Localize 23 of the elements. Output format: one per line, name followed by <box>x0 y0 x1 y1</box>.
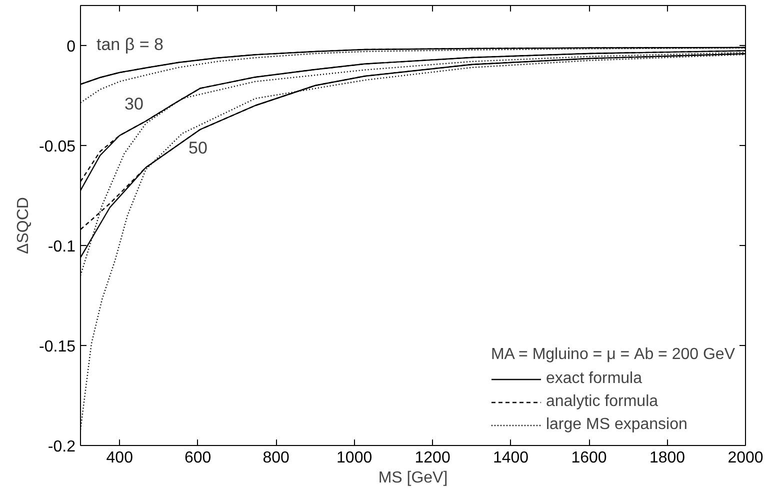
y-tick-label: -0.15 <box>39 338 76 356</box>
y-tick-label: 0 <box>66 38 76 56</box>
y-tick-label: -0.1 <box>48 238 76 256</box>
x-tick-label: 400 <box>106 450 134 466</box>
x-tick-label: 800 <box>262 450 290 466</box>
y-tick-label: -0.2 <box>48 438 76 456</box>
legend-label: analytic formula <box>546 393 658 411</box>
x-tick-label: 600 <box>184 450 212 466</box>
x-tick-label: 1600 <box>571 450 607 466</box>
x-tick-label: 1400 <box>492 450 529 466</box>
y-tick-label: -0.05 <box>39 138 76 156</box>
annotation: tan β = 8 <box>96 35 164 54</box>
legend-label: exact formula <box>546 370 642 388</box>
legend-label: large MS expansion <box>546 416 688 434</box>
x-tick-label: 1000 <box>336 450 372 466</box>
x-axis-title: MS [GeV] <box>378 470 448 486</box>
y-axis-title: ΔSQCD <box>15 197 32 254</box>
x-tick-label: 1800 <box>649 450 686 466</box>
x-tick-label: 1200 <box>414 450 450 466</box>
x-tick-label: 2000 <box>728 450 764 466</box>
annotation: 50 <box>188 138 208 158</box>
legend-title: MA = Mgluino = μ = Ab = 200 GeV <box>490 346 735 364</box>
annotation: 30 <box>124 94 144 114</box>
